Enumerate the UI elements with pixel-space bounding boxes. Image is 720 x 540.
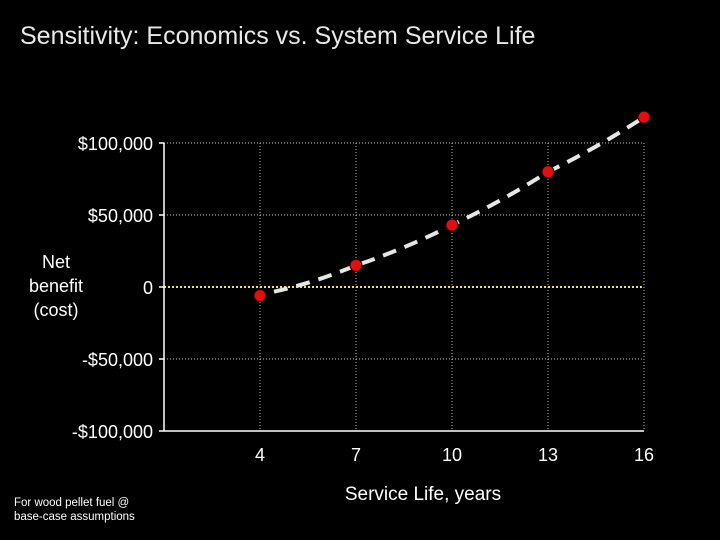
x-tick-label: 16 (634, 445, 654, 465)
footnote-line: For wood pellet fuel @ (14, 497, 130, 509)
footnote-line: base-case assumptions (14, 511, 135, 523)
footnote: For wood pellet fuel @ base-case assumpt… (14, 496, 174, 524)
chart-points (253, 110, 651, 303)
y-tick-label: -$50,000 (82, 350, 153, 370)
page-title: Sensitivity: Economics vs. System Servic… (20, 22, 536, 50)
x-tick-labels: 4 7 10 13 16 (255, 445, 654, 465)
y-tick-label: $100,000 (78, 134, 153, 154)
y-axis-label-line: Net (41, 252, 70, 272)
x-tick-label: 4 (255, 445, 265, 465)
y-tick-label: $50,000 (88, 206, 153, 226)
x-axis-label: Service Life, years (344, 484, 502, 505)
data-point (253, 289, 267, 303)
x-tick-label: 10 (442, 445, 462, 465)
x-tick-label: 13 (538, 445, 558, 465)
y-axis-label-line: benefit (28, 276, 84, 296)
y-tick-label: 0 (143, 278, 153, 298)
y-axis-label-line: (cost) (33, 300, 79, 320)
y-tick-labels: $100,000 $50,000 0 -$50,000 -$100,000 (72, 134, 153, 442)
chart-grid (164, 142, 645, 432)
y-axis-label: Net benefit (cost) (16, 250, 96, 322)
y-tick-label: -$100,000 (72, 422, 153, 442)
data-point (445, 218, 459, 232)
data-point (637, 110, 651, 124)
data-point (349, 258, 363, 272)
x-tick-label: 7 (351, 445, 361, 465)
chart-axes (159, 142, 644, 432)
data-point (541, 165, 555, 179)
